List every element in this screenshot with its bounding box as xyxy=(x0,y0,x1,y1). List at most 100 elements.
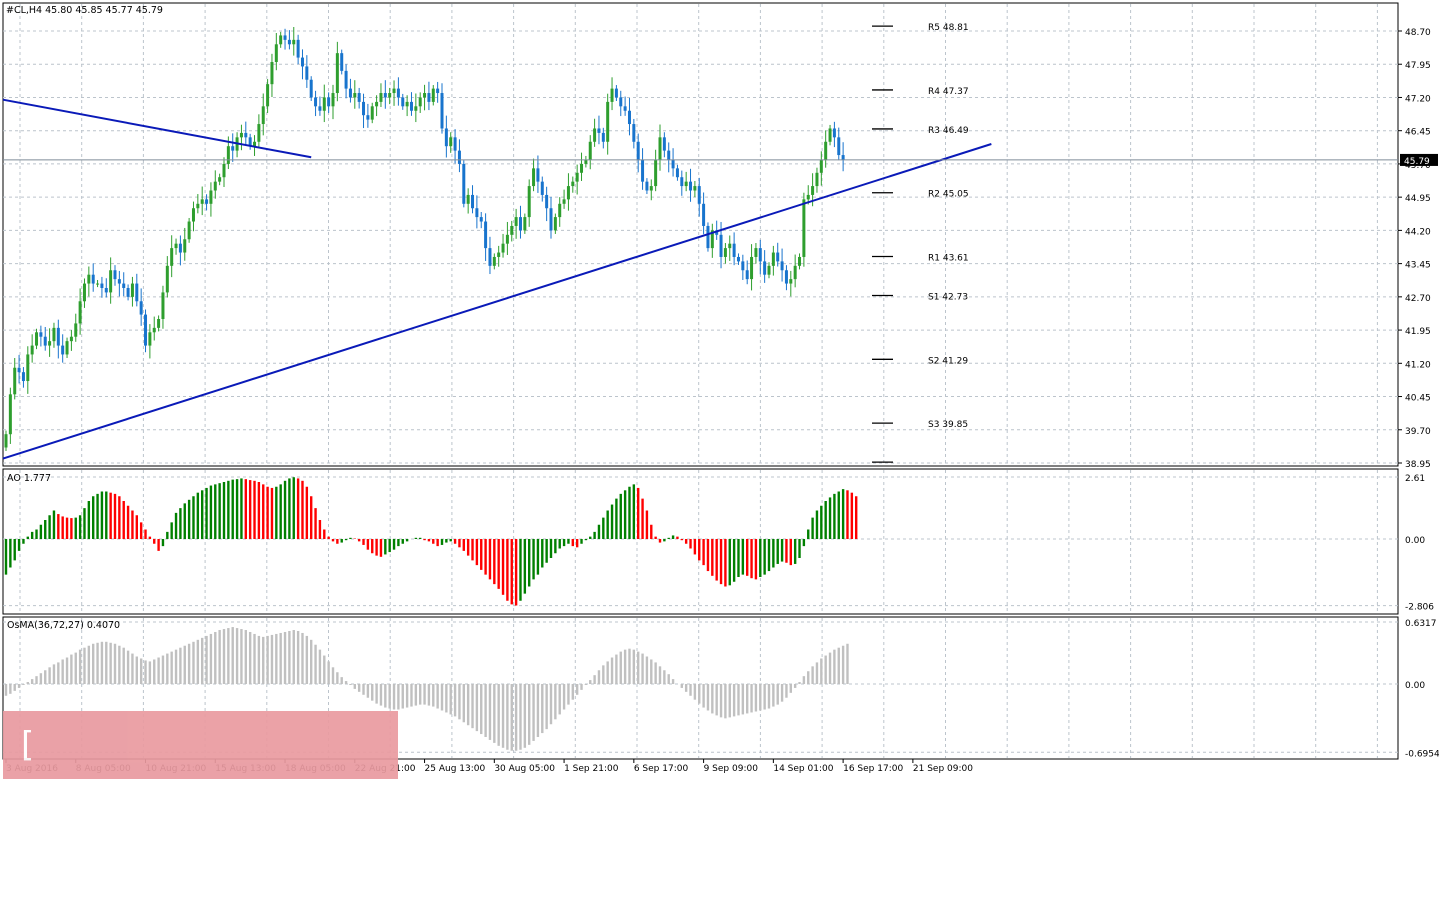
pivot-level-label: S3 39.85 xyxy=(928,420,968,430)
osma-y-tick-label: 0.6317 xyxy=(1405,619,1437,629)
candle-body xyxy=(52,327,56,342)
candle-body xyxy=(457,150,461,164)
candle-body xyxy=(130,283,134,297)
y-tick-label: 40.45 xyxy=(1405,394,1431,404)
candle-body xyxy=(270,62,274,85)
candle-body xyxy=(802,199,806,257)
candle-body xyxy=(383,93,387,98)
candle-body xyxy=(440,93,444,129)
candle-body xyxy=(292,39,296,45)
candle-body xyxy=(649,186,653,191)
candle-body xyxy=(213,181,217,191)
pivot-level-label: S2 41.29 xyxy=(928,356,968,366)
candle-body xyxy=(248,137,252,147)
candle-body xyxy=(828,128,832,142)
candle-body xyxy=(623,106,627,111)
candle-body xyxy=(91,274,95,284)
candle-body xyxy=(667,150,671,160)
candle-body xyxy=(806,194,810,200)
candle-body xyxy=(135,283,139,302)
candle-body xyxy=(96,283,100,285)
candle-body xyxy=(811,186,815,195)
ao-y-tick-label: -2.806 xyxy=(1405,603,1434,613)
candle-body xyxy=(113,270,117,280)
candle-body xyxy=(370,106,374,120)
candle-body xyxy=(471,194,475,209)
candle-body xyxy=(322,97,326,111)
candle-body xyxy=(841,155,845,160)
candle-body xyxy=(427,93,431,102)
candle-body xyxy=(553,217,557,231)
candle-body xyxy=(122,283,126,288)
pivot-level-label: R1 43.61 xyxy=(928,254,969,264)
pivot-level-label: R3 46.49 xyxy=(928,126,969,136)
candle-body xyxy=(689,181,693,191)
candle-body xyxy=(702,203,706,226)
candle-body xyxy=(819,159,823,173)
candle-body xyxy=(627,110,631,125)
candle-body xyxy=(597,128,601,133)
candle-body xyxy=(632,124,636,142)
candle-body xyxy=(174,243,178,249)
candle-body xyxy=(353,93,357,98)
candle-body xyxy=(379,93,383,102)
candle-body xyxy=(104,287,108,293)
candle-body xyxy=(257,124,261,142)
candle-body xyxy=(532,168,536,187)
y-tick-label: 47.95 xyxy=(1405,61,1431,71)
candle-body xyxy=(514,217,518,226)
candle-body xyxy=(344,70,348,89)
watermark-text: [ www.instaforex.com ] xyxy=(21,725,374,901)
candle-body xyxy=(409,101,413,111)
candle-body xyxy=(750,256,754,280)
candle-body xyxy=(706,225,710,249)
pane-frame-0 xyxy=(2,2,1399,467)
candle-body xyxy=(21,372,25,382)
candle-body xyxy=(462,163,466,204)
y-tick-label: 39.70 xyxy=(1405,427,1431,437)
pane-frame-1 xyxy=(2,468,1399,615)
candle-body xyxy=(641,159,645,182)
pivot-level-label: R4 47.37 xyxy=(928,87,969,97)
candle-body xyxy=(100,283,104,288)
y-tick-label: 38.95 xyxy=(1405,460,1431,470)
y-tick-label: 48.70 xyxy=(1405,28,1431,38)
candle-body xyxy=(418,97,422,107)
candle-body xyxy=(388,93,392,98)
candle-body xyxy=(741,261,745,271)
candle-body xyxy=(636,141,640,160)
pivot-level-label: R5 48.81 xyxy=(928,23,969,33)
last-price-label: 45.79 xyxy=(1404,157,1430,167)
candle-body xyxy=(798,256,802,266)
candle-body xyxy=(17,367,21,373)
candle-body xyxy=(771,252,775,266)
candle-body xyxy=(488,248,492,266)
candle-body xyxy=(610,88,614,102)
candle-body xyxy=(226,146,230,164)
candle-body xyxy=(566,186,570,200)
candle-body xyxy=(715,230,719,235)
candle-body xyxy=(662,137,666,151)
candle-body xyxy=(492,256,496,266)
candle-body xyxy=(444,128,448,147)
x-tick-label: 25 Aug 13:00 xyxy=(425,764,486,774)
candle-body xyxy=(30,345,34,355)
y-tick-label: 44.95 xyxy=(1405,194,1431,204)
candle-body xyxy=(414,106,418,111)
candle-body xyxy=(178,243,182,253)
candle-body xyxy=(82,283,86,302)
candle-body xyxy=(218,177,222,182)
candle-body xyxy=(8,394,12,435)
candle-body xyxy=(366,115,370,120)
candle-body xyxy=(231,146,235,151)
candle-body xyxy=(475,208,479,218)
pivot-level-label: R2 45.05 xyxy=(928,190,969,200)
pivot-level-label: S1 42.73 xyxy=(928,293,968,303)
candle-body xyxy=(510,225,514,235)
candle-body xyxy=(436,88,440,94)
candle-body xyxy=(710,230,714,249)
candle-body xyxy=(117,279,121,284)
candle-body xyxy=(754,248,758,257)
candle-body xyxy=(261,106,265,125)
candle-body xyxy=(39,332,43,337)
